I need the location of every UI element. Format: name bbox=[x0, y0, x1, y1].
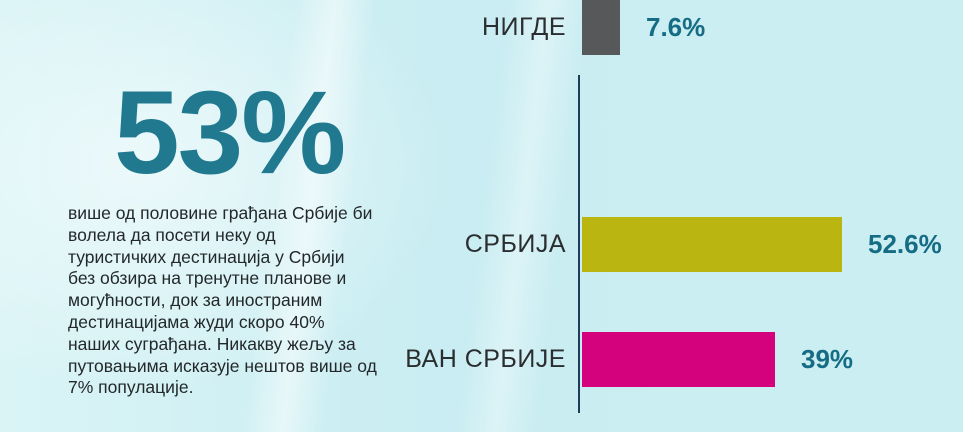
category-label-srbija: СРБИЈА bbox=[464, 230, 566, 258]
chart-row: НИГДЕ 7.6% bbox=[0, 0, 963, 55]
chart-axis-line bbox=[578, 75, 580, 413]
category-label-nigde: НИГДЕ bbox=[482, 13, 566, 41]
category-label-van-srbije: ВАН СРБИЈЕ bbox=[405, 345, 566, 373]
bar-value: 7.6% bbox=[646, 12, 706, 42]
bar bbox=[582, 217, 842, 272]
bar bbox=[582, 332, 775, 387]
description-text: више од половине грађана Србије би волел… bbox=[68, 203, 377, 398]
bar-value: 39% bbox=[801, 344, 854, 374]
chart-row: ВАН СРБИЈЕ 39% bbox=[0, 332, 963, 387]
chart-row: СРБИЈА 52.6% bbox=[0, 217, 963, 272]
headline-percentage: 53% bbox=[114, 67, 346, 199]
bar bbox=[582, 0, 620, 55]
bar-value: 52.6% bbox=[868, 229, 942, 259]
